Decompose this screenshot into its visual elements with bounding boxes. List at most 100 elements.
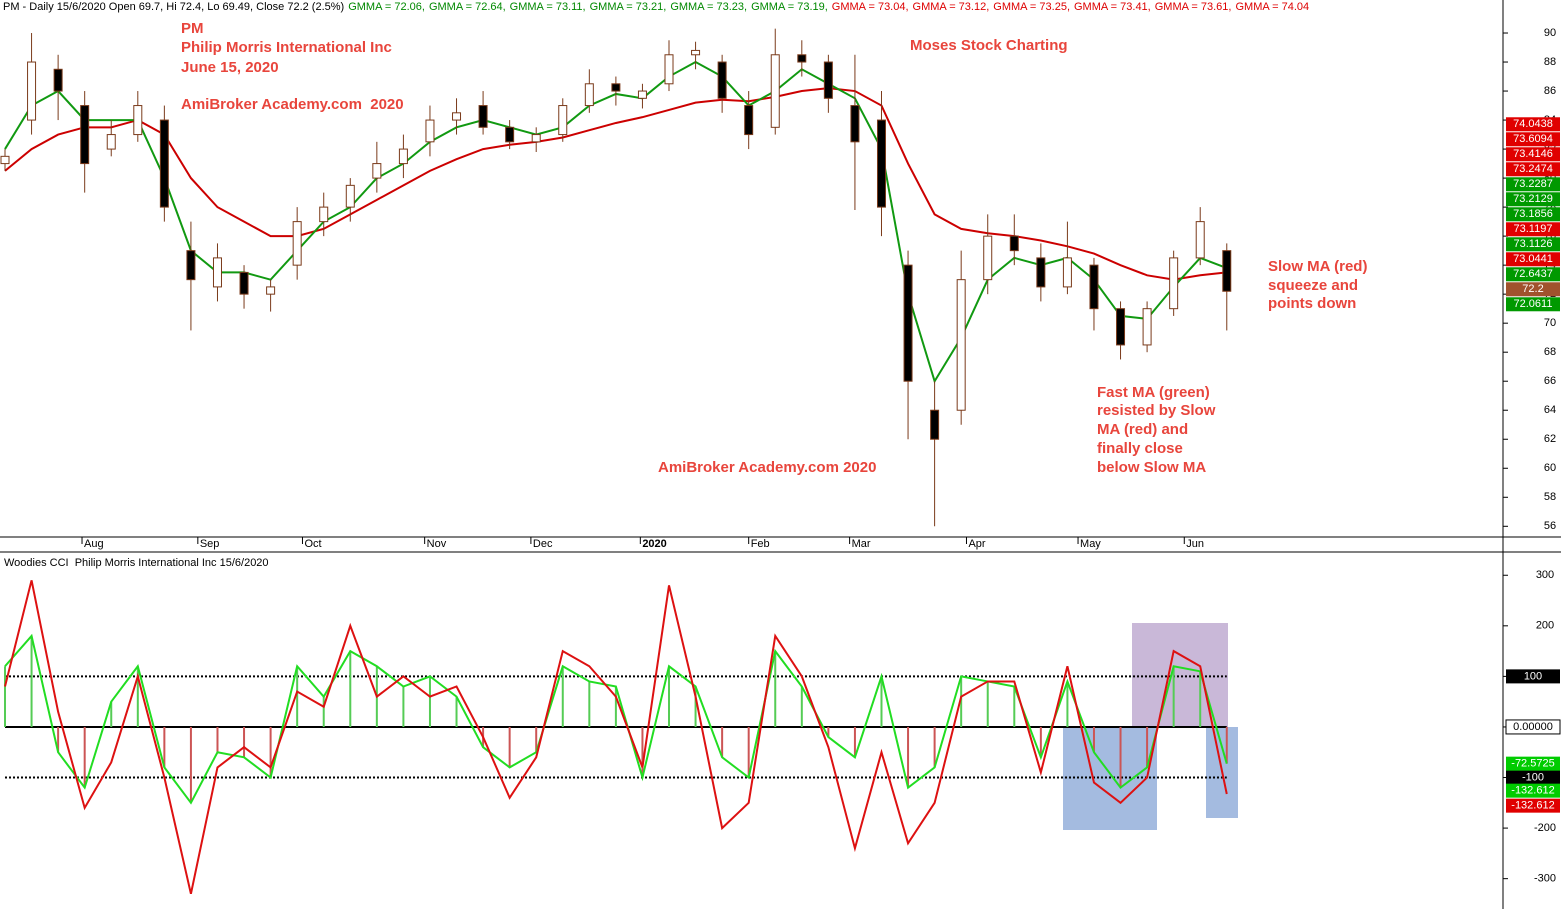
- histogram-bar: [136, 666, 139, 727]
- candle-body: [0, 155, 10, 165]
- x-tick-label: Sep: [200, 538, 220, 550]
- header-text: PM - Daily 15/6/2020 Open 69.7, Hi 72.4,…: [3, 1, 1309, 13]
- value-box: [1506, 162, 1560, 177]
- value-box: [1506, 147, 1560, 162]
- candle-body: [850, 105, 860, 143]
- header-segment: GMMA = 74.04: [1235, 1, 1309, 13]
- value-box-label: 73.2474: [1513, 163, 1553, 175]
- value-box: [1506, 770, 1560, 785]
- annotation: AmiBroker Academy.com 2020: [658, 459, 876, 476]
- candle-body: [1062, 257, 1072, 288]
- candle-body: [744, 105, 754, 136]
- candle-body: [478, 105, 488, 128]
- value-box: [1506, 756, 1560, 771]
- histogram-bar: [402, 686, 405, 727]
- value-box-label: -132.612: [1511, 785, 1554, 797]
- value-box: [1505, 719, 1561, 735]
- histogram-bar: [322, 696, 325, 727]
- histogram-bar: [1146, 726, 1149, 768]
- candle-body: [80, 105, 90, 165]
- histogram-bar: [243, 726, 246, 758]
- candle-body: [637, 90, 647, 99]
- value-box: [1506, 669, 1560, 684]
- value-box-label: 72.2: [1522, 283, 1543, 295]
- annotation: MA (red) and: [1097, 421, 1188, 438]
- value-box-label: 73.1197: [1514, 223, 1553, 235]
- y-tick-label: 90: [1544, 27, 1556, 39]
- value-box: [1506, 282, 1560, 297]
- value-box-label: 73.0441: [1513, 253, 1553, 265]
- value-box: [1506, 117, 1560, 132]
- header-segment: GMMA = 73.25,: [993, 1, 1070, 13]
- header-segment: GMMA = 73.41,: [1074, 1, 1151, 13]
- value-box-label: 74.0438: [1513, 118, 1553, 130]
- value-box-label: -72.5725: [1511, 758, 1554, 770]
- value-box: [1506, 297, 1560, 312]
- value-box-label: 72.0611: [1514, 298, 1553, 310]
- annotation: squeeze and: [1268, 277, 1358, 294]
- header-segment: PM - Daily 15/6/2020 Open 69.7, Hi 72.4,…: [3, 1, 344, 13]
- candle-body: [186, 250, 196, 281]
- candle-body: [266, 286, 276, 295]
- histogram-bar: [1013, 686, 1016, 727]
- annotations: PM Philip Morris International Inc June …: [4, 20, 1367, 569]
- cci-line: [4, 580, 1228, 895]
- histogram-bar: [747, 726, 750, 778]
- candle-body: [956, 279, 966, 411]
- candle-body: [584, 83, 594, 107]
- candle-body: [1222, 250, 1232, 292]
- histogram-bar: [960, 676, 963, 727]
- candle-body: [531, 134, 541, 143]
- histogram-bar: [535, 726, 538, 753]
- histogram-bar: [880, 676, 883, 727]
- x-tick-label: Mar: [852, 538, 871, 550]
- annotation: Philip Morris International Inc: [181, 39, 392, 56]
- value-box: [1506, 207, 1560, 222]
- y-tick-label: -200: [1534, 822, 1556, 834]
- value-box: [1506, 783, 1560, 798]
- annotation: June 15, 2020: [181, 59, 279, 76]
- histogram-bar: [986, 681, 989, 727]
- candle-body: [53, 68, 63, 92]
- candle-body: [797, 54, 807, 63]
- annotation: points down: [1268, 295, 1356, 312]
- candle-body: [1009, 235, 1019, 252]
- candle-body: [212, 257, 222, 288]
- histogram-bar: [508, 726, 511, 768]
- histogram-bar: [163, 726, 166, 768]
- annotation: resisted by Slow: [1097, 402, 1216, 419]
- candle-body: [930, 409, 940, 440]
- candle-body: [452, 112, 462, 121]
- value-box-label: 73.1856: [1513, 208, 1553, 220]
- ma-line: [4, 87, 1227, 281]
- candle-body: [159, 119, 169, 208]
- value-box-label: -132.612: [1511, 800, 1554, 812]
- candle-body: [1116, 308, 1126, 346]
- candle-body: [319, 206, 329, 223]
- candle-body: [133, 105, 143, 136]
- histogram-bar: [827, 726, 830, 738]
- candle-body: [239, 271, 249, 295]
- value-box-label: 72.6437: [1513, 268, 1553, 280]
- histogram-bar: [588, 681, 591, 727]
- histogram-bar: [1172, 666, 1175, 727]
- annotation: below Slow MA: [1097, 459, 1206, 476]
- value-box: [1506, 192, 1560, 207]
- histogram-bar: [30, 635, 33, 727]
- histogram-bar: [1066, 681, 1069, 727]
- y-tick-label: 64: [1544, 404, 1556, 416]
- histogram-bar: [907, 726, 910, 788]
- histogram-bar: [641, 726, 644, 778]
- value-box-label: 73.4146: [1513, 148, 1553, 160]
- x-tick-label: Dec: [533, 538, 553, 550]
- value-box-label: 73.2129: [1513, 193, 1553, 205]
- histogram-bar: [561, 666, 564, 727]
- value-box-label: 100: [1524, 670, 1542, 682]
- x-tick-label: Oct: [304, 538, 321, 550]
- histogram-bar: [1039, 726, 1042, 758]
- value-box: [1506, 798, 1560, 813]
- value-box-label: 73.1126: [1514, 238, 1553, 250]
